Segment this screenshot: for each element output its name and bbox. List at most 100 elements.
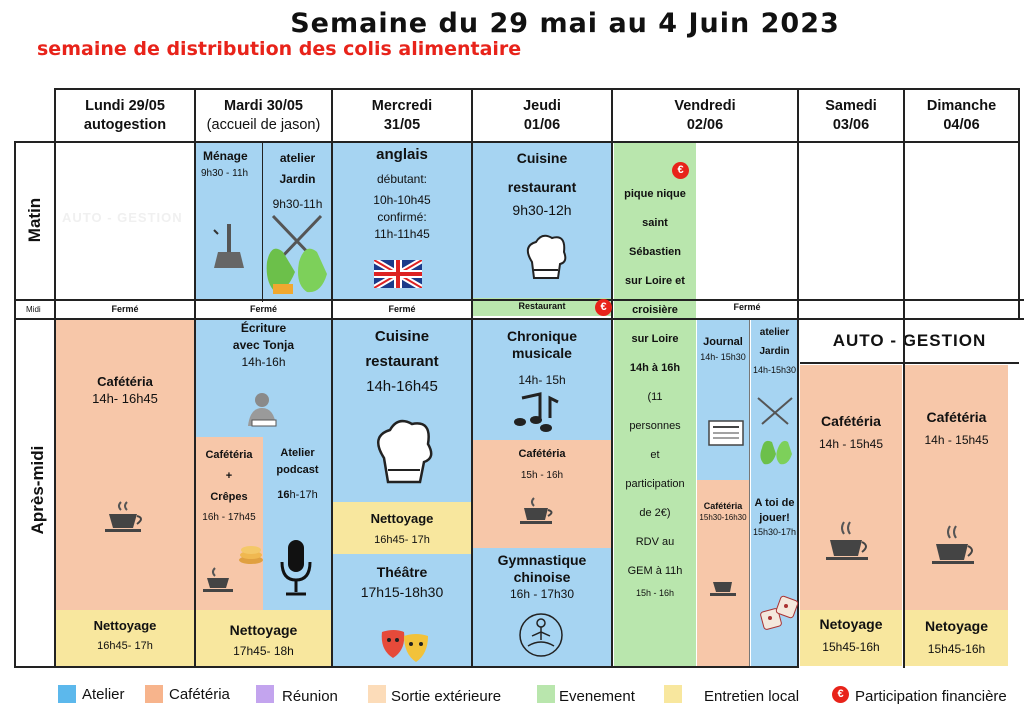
samedi-cafeteria: Cafétéria 14h - 15h45	[800, 365, 902, 610]
meditation-icon	[519, 613, 563, 657]
jeudi-cafeteria: Cafétéria 15h - 16h	[472, 440, 612, 548]
vendredi-journal: Journal 14h- 15h30	[697, 320, 749, 480]
coffee-cup-icon	[710, 582, 736, 596]
jeudi-gymnastique: Gymnastique chinoise 16h - 17h30	[472, 548, 612, 666]
legend-swatch-evenement	[537, 685, 555, 703]
mardi-cafeteria-crepes: Cafétéria + Crêpes 16h - 17h45	[195, 437, 263, 610]
legend-label-evenement: Evenement	[559, 688, 635, 705]
day-header-jeudi: Jeudi 01/06	[523, 98, 561, 133]
coffee-cup-icon	[826, 521, 868, 560]
grid-line	[611, 88, 613, 668]
samedi-netoyage: Netoyage 15h45-16h	[800, 610, 902, 666]
mardi-midi-ferme: Fermé	[249, 304, 277, 314]
grid-line	[14, 666, 798, 668]
legend-label-cafeteria: Cafétéria	[169, 686, 230, 703]
legend-swatch-sortie	[368, 685, 386, 703]
vendredi-cafeteria: Cafétéria 15h30-16h30	[697, 480, 749, 666]
grid-line	[54, 88, 56, 668]
grid-line	[14, 142, 16, 668]
lundi-nettoyage: Nettoyage 16h45- 17h	[55, 610, 195, 666]
lundi-faded-text: AUTO - GESTION	[62, 210, 183, 225]
vendredi-event-line: 14h à 16h	[629, 362, 681, 374]
day-header-lundi: Lundi 29/05 autogestion	[83, 98, 167, 133]
vendredi-event-line: saint	[642, 217, 668, 229]
dimanche-cafeteria: Cafétéria 14h - 15h45	[905, 365, 1008, 610]
grid-line	[331, 88, 333, 668]
mercredi-midi-ferme: Fermé	[388, 304, 416, 314]
grid-line	[14, 318, 1024, 320]
grid-line	[14, 299, 1024, 301]
grid-line	[471, 88, 473, 668]
chef-hat-icon	[377, 419, 433, 484]
grid-line	[14, 141, 1020, 143]
microphone-icon	[280, 540, 312, 596]
grid-line	[194, 88, 196, 668]
vendredi-event-line: et	[650, 449, 660, 461]
uk-flag-icon	[374, 260, 422, 288]
grid-line	[1018, 88, 1020, 318]
vendredi-event-line: de 2€)	[639, 507, 671, 519]
newspaper-icon	[708, 420, 744, 446]
chef-hat-icon	[526, 234, 567, 279]
vendredi-event-line: Sébastien	[629, 246, 681, 258]
legend-label-atelier: Atelier	[82, 686, 125, 703]
vendredi-midi-ferme: Fermé	[733, 302, 761, 312]
legend-swatch-atelier	[58, 685, 76, 703]
dimanche-netoyage: Netoyage 15h45-16h	[905, 610, 1008, 666]
vendredi-event-line: participation	[625, 478, 685, 490]
dice-icon	[760, 595, 799, 630]
euro-badge-icon: €	[672, 162, 689, 179]
day-header-samedi: Samedi 03/06	[825, 98, 877, 133]
coffee-cup-icon	[520, 497, 553, 524]
grid-line	[262, 142, 263, 302]
coffee-cup-icon	[932, 525, 974, 564]
row-label-matin: Matin	[25, 197, 44, 243]
day-header-vendredi: Vendredi 02/06	[674, 98, 736, 133]
vendredi-event-line: (11	[647, 391, 663, 403]
day-header-mardi: Mardi 30/05 (accueil de jason)	[206, 98, 321, 133]
day-header-mercredi: Mercredi 31/05	[371, 98, 433, 133]
coffee-cup-icon	[105, 501, 142, 532]
legend-label-entretien: Entretien local	[704, 688, 800, 705]
grid-line	[54, 88, 1020, 90]
weekend-auto-gestion: AUTO - GESTION	[800, 320, 1019, 364]
legend-label-participation: Participation financière	[855, 688, 1007, 705]
vendredi-event-line: GEM à 11h	[627, 565, 683, 577]
page-title: Semaine du 29 mai au 4 Juin 2023	[290, 8, 840, 39]
day-header-dimanche: Dimanche 04/06	[926, 98, 997, 133]
grid-line	[749, 320, 750, 666]
gardening-gloves-icon	[266, 214, 327, 294]
mardi-menage: Ménage 9h30 - 11h	[195, 142, 263, 300]
vendredi-evenement: pique nique saint Sébastien sur Loire et cro…	[614, 142, 696, 666]
grid-line	[903, 88, 905, 668]
jeudi-restaurant-bar: Restaurant	[472, 298, 612, 316]
page-subtitle: semaine de distribution des colis alimen…	[37, 38, 522, 60]
crepes-icon	[239, 546, 263, 564]
vendredi-jeux: A toi de jouer! 15h30-17h	[751, 480, 798, 666]
lundi-midi-ferme: Fermé	[111, 304, 139, 314]
vendredi-event-line: sur Loire	[631, 333, 679, 345]
legend-swatch-entretien	[664, 685, 682, 703]
music-notes-icon	[514, 392, 559, 432]
vendredi-event-line: personnes	[629, 420, 681, 432]
vendredi-event-line: sur Loire et	[625, 275, 685, 287]
legend-swatch-reunion	[256, 685, 274, 703]
legend-swatch-cafeteria	[145, 685, 163, 703]
vendredi-event-line: RDV au	[635, 536, 675, 548]
theatre-masks-icon	[381, 630, 428, 662]
mardi-nettoyage: Nettoyage 17h45- 18h	[195, 610, 332, 666]
legend-label-sortie: Sortie extérieure	[391, 688, 502, 705]
vendredi-event-line: pique nique	[624, 188, 686, 200]
row-label-midi: Midi	[26, 305, 41, 314]
legend-label-reunion: Réunion	[282, 688, 338, 705]
writer-icon	[248, 393, 277, 427]
vendredi-event-time: 15h - 16h	[635, 588, 675, 598]
euro-badge-icon: €	[832, 686, 849, 703]
grid-line	[797, 88, 799, 668]
vendredi-event-line: croisière	[632, 304, 678, 316]
broom-icon	[213, 224, 244, 268]
row-label-apres-midi: Après-midi	[28, 445, 47, 535]
lundi-cafeteria: Cafétéria 14h- 16h45	[55, 320, 195, 610]
mercredi-nettoyage: Nettoyage 16h45- 17h	[332, 502, 472, 554]
coffee-cup-icon	[203, 567, 233, 592]
